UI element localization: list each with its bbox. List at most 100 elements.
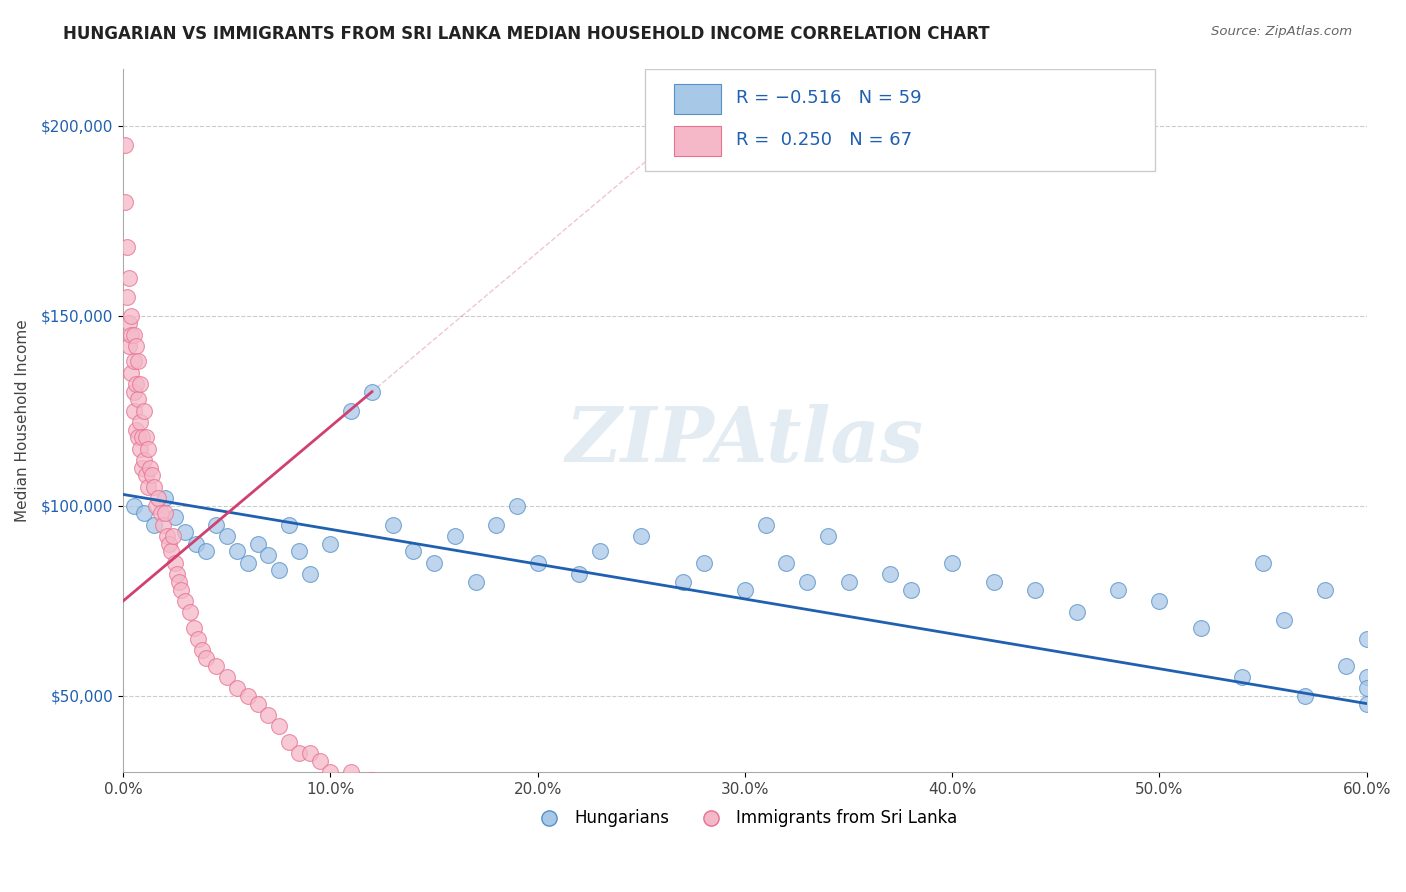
Point (1355, 697, 1378, 711)
Point (122, 404, 145, 418)
Point (734, 582, 756, 597)
Point (1107, 582, 1129, 597)
Point (122, 354, 145, 368)
Point (267, 564, 290, 578)
Point (163, 556, 186, 570)
FancyBboxPatch shape (645, 69, 1156, 170)
FancyBboxPatch shape (673, 84, 721, 113)
Text: HUNGARIAN VS IMMIGRANTS FROM SRI LANKA MEDIAN HOUSEHOLD INCOME CORRELATION CHART: HUNGARIAN VS IMMIGRANTS FROM SRI LANKA M… (63, 25, 990, 43)
Point (205, 517, 228, 532)
Point (226, 544, 249, 558)
Point (118, 270, 141, 285)
Point (1355, 681, 1378, 696)
Point (1189, 621, 1212, 635)
Point (166, 567, 188, 582)
Point (122, 384, 145, 399)
Point (128, 377, 150, 392)
Point (118, 316, 141, 330)
Point (1355, 632, 1378, 646)
Point (298, 567, 321, 582)
Point (423, 556, 446, 570)
Point (135, 430, 157, 444)
Point (153, 507, 176, 521)
Point (340, 404, 363, 418)
Point (1149, 594, 1171, 608)
Point (174, 525, 197, 540)
Point (122, 327, 145, 342)
Point (267, 719, 290, 733)
Point (1232, 670, 1254, 684)
Point (139, 460, 162, 475)
Point (215, 529, 238, 543)
Point (443, 529, 465, 543)
Point (152, 517, 174, 532)
Point (775, 556, 797, 570)
Point (1024, 582, 1046, 597)
Point (128, 415, 150, 429)
Point (170, 582, 193, 597)
Point (278, 734, 301, 748)
Point (755, 517, 778, 532)
Point (506, 499, 529, 513)
FancyBboxPatch shape (673, 126, 721, 156)
Point (1355, 670, 1378, 684)
Point (464, 574, 486, 589)
Point (191, 643, 214, 657)
Point (226, 681, 249, 696)
Point (288, 544, 311, 558)
Point (568, 567, 591, 582)
Point (117, 240, 139, 254)
Point (879, 567, 901, 582)
Point (257, 549, 280, 563)
Legend: Hungarians, Immigrants from Sri Lanka: Hungarians, Immigrants from Sri Lanka (526, 803, 965, 834)
Point (118, 339, 141, 353)
Point (114, 194, 136, 209)
Point (124, 339, 146, 353)
Point (1315, 582, 1337, 597)
Point (195, 651, 218, 665)
Point (136, 480, 159, 494)
Point (167, 574, 190, 589)
Point (526, 556, 548, 570)
Point (187, 632, 209, 646)
Point (361, 384, 384, 399)
Point (183, 621, 205, 635)
Point (124, 377, 146, 392)
Point (143, 517, 166, 532)
Point (157, 537, 180, 551)
Point (288, 746, 311, 760)
Point (1066, 605, 1088, 619)
Point (319, 765, 342, 780)
Point (236, 556, 259, 570)
Point (692, 556, 714, 570)
Point (796, 574, 818, 589)
Point (941, 556, 963, 570)
Point (381, 517, 404, 532)
Point (162, 529, 184, 543)
Point (1334, 658, 1357, 673)
Point (156, 529, 179, 543)
Point (246, 537, 269, 551)
Point (672, 574, 695, 589)
Point (278, 517, 301, 532)
Point (136, 442, 159, 456)
Point (402, 544, 425, 558)
Point (485, 517, 508, 532)
Point (163, 510, 186, 524)
Point (132, 404, 155, 418)
Point (135, 468, 157, 483)
Point (121, 309, 143, 323)
Point (128, 442, 150, 456)
Y-axis label: Median Household Income: Median Household Income (15, 319, 30, 522)
Point (141, 468, 163, 483)
Point (184, 537, 207, 551)
Point (983, 574, 1005, 589)
Point (257, 708, 280, 723)
Point (1251, 556, 1274, 570)
Point (160, 544, 183, 558)
Text: R = −0.516   N = 59: R = −0.516 N = 59 (737, 89, 922, 107)
Text: Source: ZipAtlas.com: Source: ZipAtlas.com (1212, 25, 1353, 38)
Point (145, 499, 167, 513)
Point (340, 765, 363, 780)
Point (174, 594, 197, 608)
